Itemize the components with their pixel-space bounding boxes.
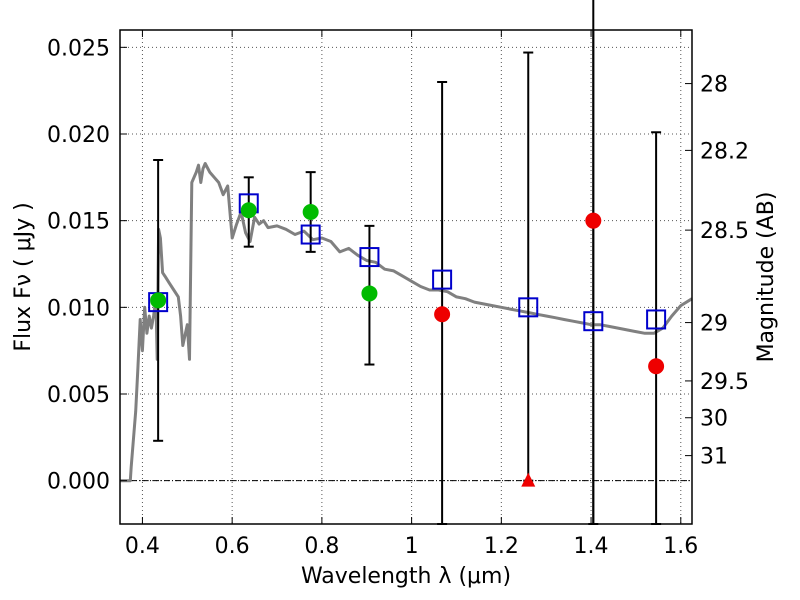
x-tick-label: 0.4 [125,534,160,559]
x-tick-label: 1 [405,534,419,559]
x-tick-label: 1.6 [663,534,698,559]
y-tick-label: 0.010 [47,296,110,321]
model-photometry-point [583,311,604,332]
model-photometry-point [646,309,667,330]
right-tick-label: 28.5 [700,219,749,244]
x-tick-label: 1.2 [484,534,519,559]
right-tick-label: 28 [700,73,728,98]
x-tick-label: 0.8 [304,534,339,559]
model-photometry-point [518,297,539,318]
right-tick-label: 29.5 [700,370,749,395]
plot-frame [119,29,693,525]
right-tick-label: 30 [700,407,728,432]
model-photometry-point [359,247,380,268]
model-photometry-point [300,224,321,245]
y-tick-label: 0.000 [47,470,110,495]
sed-model-line [120,162,693,483]
x-tick-label: 1.4 [574,534,609,559]
y-tick-label: 0.015 [47,210,110,235]
y-tick-label: 0.020 [47,123,110,148]
model-photometry-point [432,269,453,290]
upper-limit-marker [521,472,536,487]
detection-point [361,285,378,302]
y-tick-label: 0.025 [47,36,110,61]
right-axis-title: Magnitude (AB) [754,192,779,363]
y-axis-title: Flux Fν ( μJy ) [11,202,36,351]
right-tick-label: 29 [700,312,728,337]
detection-point [302,204,319,220]
low-sn-point [648,358,665,375]
low-sn-point [585,212,602,229]
detection-point [240,202,257,219]
y-tick-label: 0.005 [47,383,110,408]
low-sn-point [434,306,451,323]
x-tick-label: 0.6 [215,534,250,559]
detection-point [150,292,167,309]
right-tick-label: 31 [700,445,728,470]
x-axis-title: Wavelength λ (μm) [301,564,511,589]
right-tick-label: 28.2 [700,139,749,164]
